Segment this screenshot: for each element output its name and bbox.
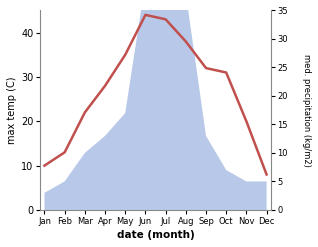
- X-axis label: date (month): date (month): [117, 230, 194, 240]
- Y-axis label: med. precipitation (kg/m2): med. precipitation (kg/m2): [302, 54, 311, 167]
- Y-axis label: max temp (C): max temp (C): [7, 76, 17, 144]
